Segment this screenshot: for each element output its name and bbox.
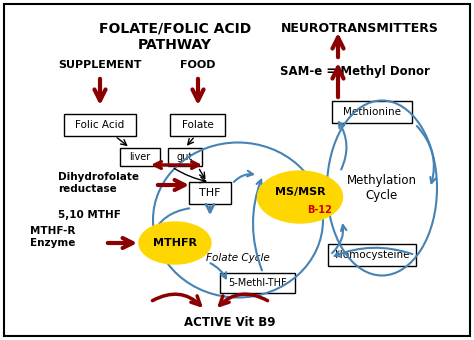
Ellipse shape: [139, 222, 211, 264]
FancyBboxPatch shape: [220, 273, 295, 293]
Text: B-12: B-12: [308, 205, 332, 215]
Text: MS/MSR: MS/MSR: [275, 187, 325, 197]
FancyBboxPatch shape: [171, 114, 226, 136]
FancyBboxPatch shape: [4, 4, 470, 336]
Text: PATHWAY: PATHWAY: [138, 38, 212, 52]
Text: Folate Cycle: Folate Cycle: [206, 253, 270, 263]
Text: SUPPLEMENT: SUPPLEMENT: [58, 60, 142, 70]
Text: Methionine: Methionine: [343, 107, 401, 117]
FancyBboxPatch shape: [189, 182, 231, 204]
Text: Dihydrofolate
reductase: Dihydrofolate reductase: [58, 172, 139, 194]
Text: 5,10 MTHF: 5,10 MTHF: [58, 210, 121, 220]
Text: NEUROTRANSMITTERS: NEUROTRANSMITTERS: [281, 22, 439, 35]
Text: MTHF-R
Enzyme: MTHF-R Enzyme: [30, 226, 75, 248]
Text: MTHFR: MTHFR: [153, 238, 197, 248]
FancyBboxPatch shape: [332, 101, 412, 123]
Text: THF: THF: [199, 188, 221, 198]
FancyBboxPatch shape: [64, 114, 136, 136]
Text: SAM-e = Methyl Donor: SAM-e = Methyl Donor: [280, 65, 430, 78]
Ellipse shape: [257, 171, 343, 223]
Text: FOOD: FOOD: [180, 60, 216, 70]
Text: ACTIVE Vit B9: ACTIVE Vit B9: [184, 317, 276, 329]
Text: Methylation
Cycle: Methylation Cycle: [347, 174, 417, 202]
Text: Folic Acid: Folic Acid: [75, 120, 125, 130]
Text: Folate: Folate: [182, 120, 214, 130]
Text: 5-Methl-THF: 5-Methl-THF: [228, 278, 287, 288]
FancyBboxPatch shape: [328, 244, 416, 266]
Text: FOLATE/FOLIC ACID: FOLATE/FOLIC ACID: [99, 22, 251, 36]
Text: Homocysteine: Homocysteine: [335, 250, 409, 260]
FancyBboxPatch shape: [120, 148, 160, 166]
Text: liver: liver: [129, 152, 151, 162]
Text: gut: gut: [177, 152, 193, 162]
FancyBboxPatch shape: [168, 148, 202, 166]
